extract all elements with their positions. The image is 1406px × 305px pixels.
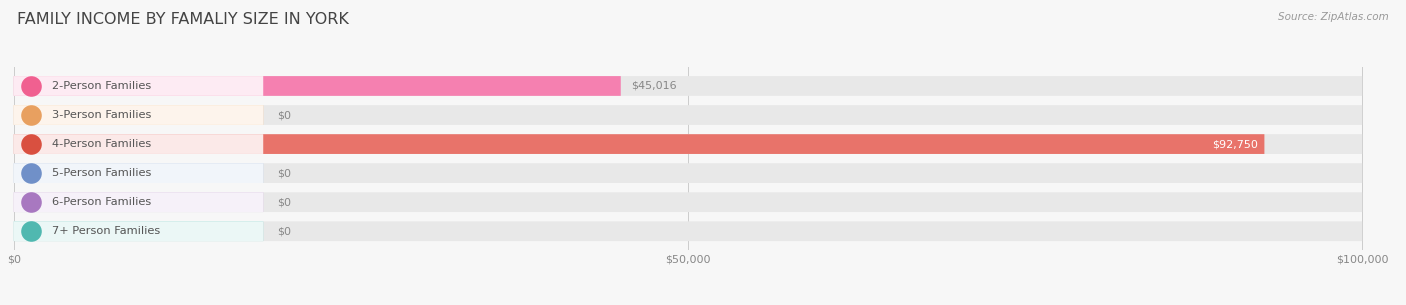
Text: 7+ Person Families: 7+ Person Families <box>52 226 160 236</box>
Text: 5-Person Families: 5-Person Families <box>52 168 150 178</box>
Text: $92,750: $92,750 <box>1212 139 1257 149</box>
Point <box>20 229 42 234</box>
FancyBboxPatch shape <box>14 221 263 241</box>
FancyBboxPatch shape <box>14 134 263 154</box>
FancyBboxPatch shape <box>14 76 1362 96</box>
Text: 4-Person Families: 4-Person Families <box>52 139 150 149</box>
Text: $0: $0 <box>277 226 291 236</box>
Text: 3-Person Families: 3-Person Families <box>52 110 150 120</box>
FancyBboxPatch shape <box>14 76 263 96</box>
FancyBboxPatch shape <box>14 192 263 212</box>
Point <box>20 84 42 88</box>
Point <box>20 113 42 117</box>
FancyBboxPatch shape <box>14 134 1264 154</box>
FancyBboxPatch shape <box>14 192 263 212</box>
FancyBboxPatch shape <box>14 105 1362 125</box>
Point <box>20 171 42 176</box>
Point <box>20 200 42 205</box>
FancyBboxPatch shape <box>14 105 263 125</box>
FancyBboxPatch shape <box>14 221 1362 241</box>
FancyBboxPatch shape <box>14 192 1362 212</box>
Text: 2-Person Families: 2-Person Families <box>52 81 150 91</box>
Text: Source: ZipAtlas.com: Source: ZipAtlas.com <box>1278 12 1389 22</box>
Text: $0: $0 <box>277 110 291 120</box>
Text: 6-Person Families: 6-Person Families <box>52 197 150 207</box>
Point <box>20 142 42 146</box>
Text: $0: $0 <box>277 168 291 178</box>
Text: $0: $0 <box>277 197 291 207</box>
Text: $45,016: $45,016 <box>631 81 678 91</box>
FancyBboxPatch shape <box>14 163 1362 183</box>
FancyBboxPatch shape <box>14 221 263 241</box>
FancyBboxPatch shape <box>14 134 1362 154</box>
FancyBboxPatch shape <box>14 163 263 183</box>
FancyBboxPatch shape <box>14 105 263 125</box>
Text: FAMILY INCOME BY FAMALIY SIZE IN YORK: FAMILY INCOME BY FAMALIY SIZE IN YORK <box>17 12 349 27</box>
FancyBboxPatch shape <box>14 163 263 183</box>
FancyBboxPatch shape <box>14 76 621 96</box>
